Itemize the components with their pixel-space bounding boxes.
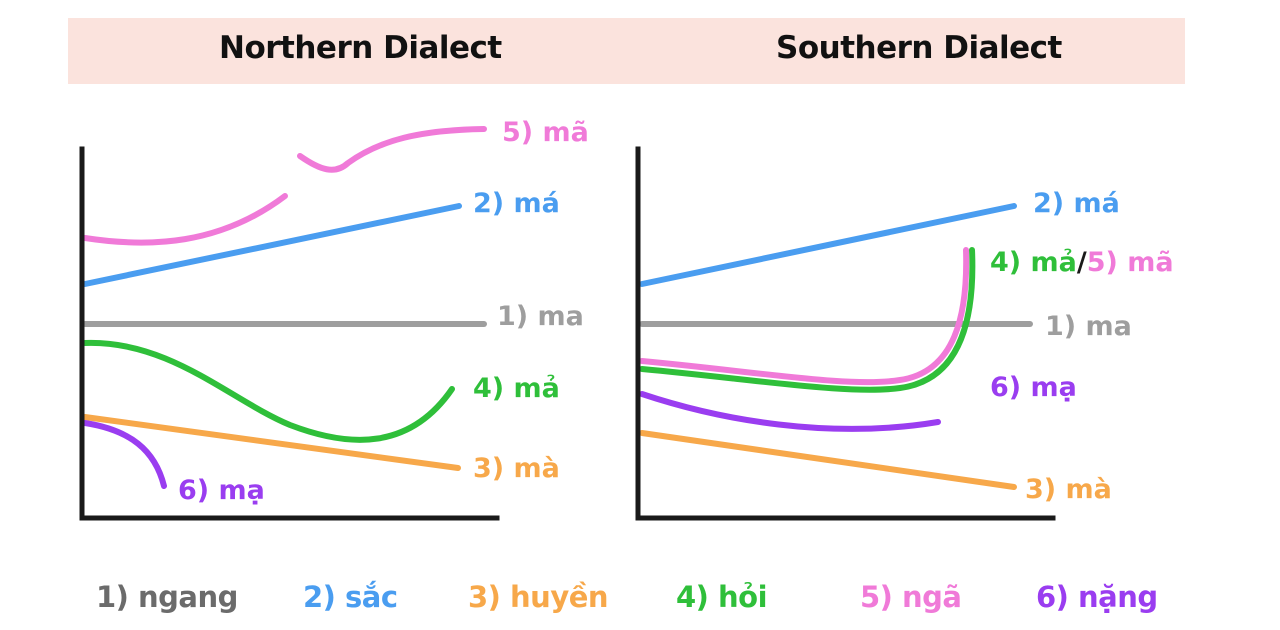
southern-label-hoi-nga: 4) mả/5) mã xyxy=(990,247,1174,278)
header-band xyxy=(68,18,1185,84)
southern-huyen-line xyxy=(639,430,1017,490)
northern-nga-curve-2 xyxy=(297,126,487,173)
southern-label-sac: 2) má xyxy=(1033,188,1120,219)
northern-sac-line xyxy=(82,203,462,287)
legend-huyen: 3) huyền xyxy=(468,580,609,614)
northern-nang-curve xyxy=(82,420,167,489)
northern-huyen-line xyxy=(82,414,461,471)
southern-label-huyen: 3) mà xyxy=(1025,474,1112,505)
legend-hoi: 4) hỏi xyxy=(676,580,768,614)
northern-dialect-title: Northern Dialect xyxy=(219,30,502,66)
northern-label-ngang: 1) ma xyxy=(497,301,584,332)
legend-sac: 2) sắc xyxy=(303,580,398,614)
northern-label-nang: 6) mạ xyxy=(178,475,265,506)
southern-axes xyxy=(635,146,1056,521)
southern-label-slash: / xyxy=(1077,247,1087,278)
southern-label-nga: 5) mã xyxy=(1087,247,1174,278)
southern-hoi-curve xyxy=(639,247,976,393)
northern-label-sac: 2) má xyxy=(473,188,560,219)
legend-ngang: 1) ngang xyxy=(96,580,238,614)
northern-label-huyen: 3) mà xyxy=(473,453,560,484)
southern-dialect-title: Southern Dialect xyxy=(776,30,1062,66)
northern-hoi-curve xyxy=(82,339,455,443)
southern-nang-curve xyxy=(639,391,941,432)
legend-nang: 6) nặng xyxy=(1036,580,1158,614)
southern-label-nang: 6) mạ xyxy=(990,372,1077,403)
northern-nga-curve-1 xyxy=(82,193,288,246)
northern-axes xyxy=(79,146,500,521)
northern-label-hoi: 4) mả xyxy=(473,373,560,404)
southern-label-ngang: 1) ma xyxy=(1045,311,1132,342)
northern-label-nga: 5) mã xyxy=(502,117,589,148)
southern-label-hoi: 4) mả xyxy=(990,247,1077,278)
southern-nga-curve xyxy=(639,247,970,386)
southern-sac-line xyxy=(639,203,1017,287)
legend-nga: 5) ngã xyxy=(860,580,962,614)
